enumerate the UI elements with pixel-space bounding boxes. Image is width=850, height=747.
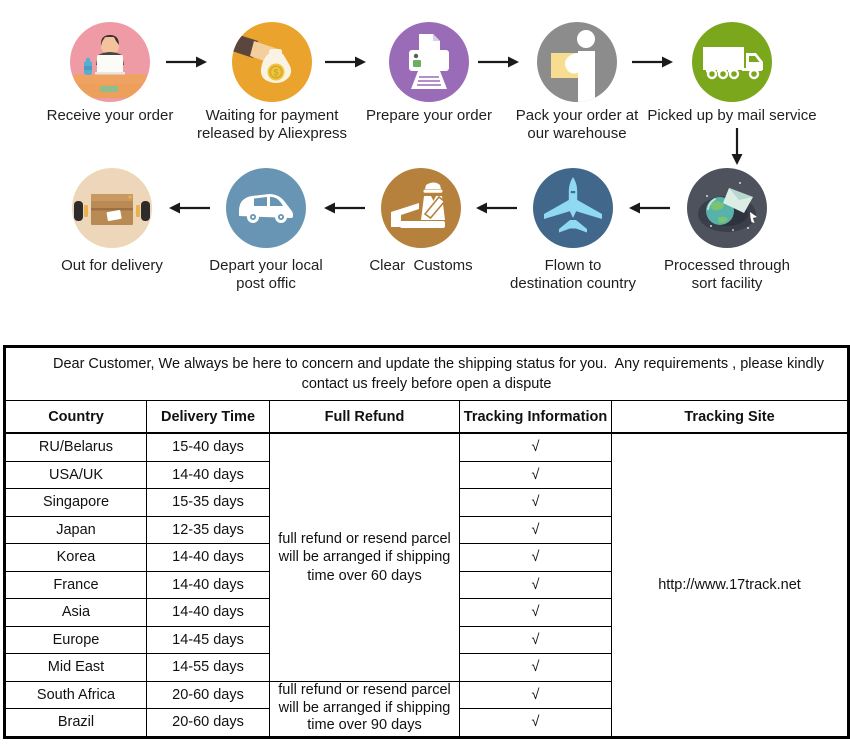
arrow-right-icon [164,54,208,75]
column-header-tracking-information: Tracking Information [459,400,612,434]
post-van-icon [226,168,306,248]
delivery-time-cell: 14-40 days [146,570,270,599]
shipping-flow-diagram: $ [0,0,850,345]
flow-step-label: Flown to destination country [510,257,636,292]
customs-officer-icon [381,168,461,248]
country-cell: Brazil [4,708,147,738]
delivery-time-cell: 15-35 days [146,488,270,517]
arrow-left-icon [168,200,212,221]
flow-step-label: Depart your local post offic [209,257,323,292]
payment-money-bag-icon: $ [232,22,312,102]
receive-order-icon [70,22,150,102]
tracking-check: √ [459,515,612,544]
table-row: Europe 14-45 days √ [4,625,849,654]
table-row: RU/Belarus 15-40 days full refund or res… [4,432,850,738]
refund-policy-90-cell: full refund or resend parcel will be arr… [269,680,460,738]
sort-facility-globe-icon [687,168,767,248]
table-row: South Africa 20-60 days full refund or r… [4,680,849,738]
flow-step-label: Picked up by mail service [647,107,817,124]
tracking-check: √ [459,680,612,709]
table-row: Brazil 20-60 days √ [4,708,849,738]
delivery-time-cell: 14-45 days [146,625,270,654]
delivery-time-cell: 20-60 days [146,680,270,709]
customer-notice: Dear Customer, We always be here to conc… [3,346,850,401]
country-cell: USA/UK [4,460,147,489]
flow-step-label: Pack your order at our warehouse [515,107,639,142]
delivery-time-cell: 15-40 days [146,432,270,462]
delivery-time-cell: 14-55 days [146,653,270,682]
column-header-delivery-time: Delivery Time [146,400,270,434]
tracking-check: √ [459,543,612,572]
arrow-right-icon [323,54,367,75]
printer-icon [389,22,469,102]
table-row: Singapore 15-35 days √ [4,488,849,517]
flow-step-label: Receive your order [46,107,174,124]
country-cell: Singapore [4,488,147,517]
tracking-check: √ [459,708,612,738]
tracking-check: √ [459,460,612,489]
tracking-check: √ [459,488,612,517]
flow-step-label: Prepare your order [366,107,492,124]
arrow-left-icon [628,200,672,221]
column-header-tracking-site: Tracking Site [610,400,850,434]
arrow-left-icon [323,200,367,221]
arrow-left-icon [475,200,519,221]
shipping-info-table: Dear Customer, We always be here to conc… [3,345,850,739]
delivery-time-cell: 14-40 days [146,460,270,489]
tracking-site-link[interactable]: http://www.17track.net [610,432,850,738]
pack-warehouse-icon [537,22,617,102]
flow-step-label: Processed through sort facility [664,257,790,292]
country-cell: South Africa [4,680,147,709]
delivery-time-cell: 20-60 days [146,708,270,738]
tracking-check: √ [459,653,612,682]
column-header-country: Country [4,400,147,434]
table-row: USA/UK 14-40 days √ [4,460,849,489]
table-row: Asia 14-40 days √ [4,598,849,627]
arrow-right-icon [476,54,520,75]
flow-step-label: Waiting for payment released by Aliexpre… [196,107,348,142]
column-header-full-refund: Full Refund [269,400,460,434]
tracking-check: √ [459,432,612,462]
airplane-icon [533,168,613,248]
tracking-check: √ [459,625,612,654]
country-cell: Korea [4,543,147,572]
delivery-time-cell: 14-40 days [146,598,270,627]
country-cell: RU/Belarus [4,432,147,462]
country-cell: Mid East [4,653,147,682]
refund-policy-60-cell: full refund or resend parcel will be arr… [269,432,460,682]
tracking-check: √ [459,570,612,599]
svg-text:$: $ [273,67,278,77]
mail-truck-icon [692,22,772,102]
arrow-down-icon [729,126,745,171]
delivery-time-cell: 12-35 days [146,515,270,544]
flow-step-label: Clear Customs [369,257,473,274]
country-cell: Europe [4,625,147,654]
tracking-check: √ [459,598,612,627]
flow-step-label: Out for delivery [61,257,163,274]
country-cell: Asia [4,598,147,627]
out-for-delivery-icon [72,168,152,248]
country-cell: France [4,570,147,599]
table-row: France 14-40 days √ [4,570,849,599]
delivery-time-cell: 14-40 days [146,543,270,572]
country-cell: Japan [4,515,147,544]
arrow-right-icon [630,54,674,75]
table-row: Japan 12-35 days √ [4,515,849,544]
